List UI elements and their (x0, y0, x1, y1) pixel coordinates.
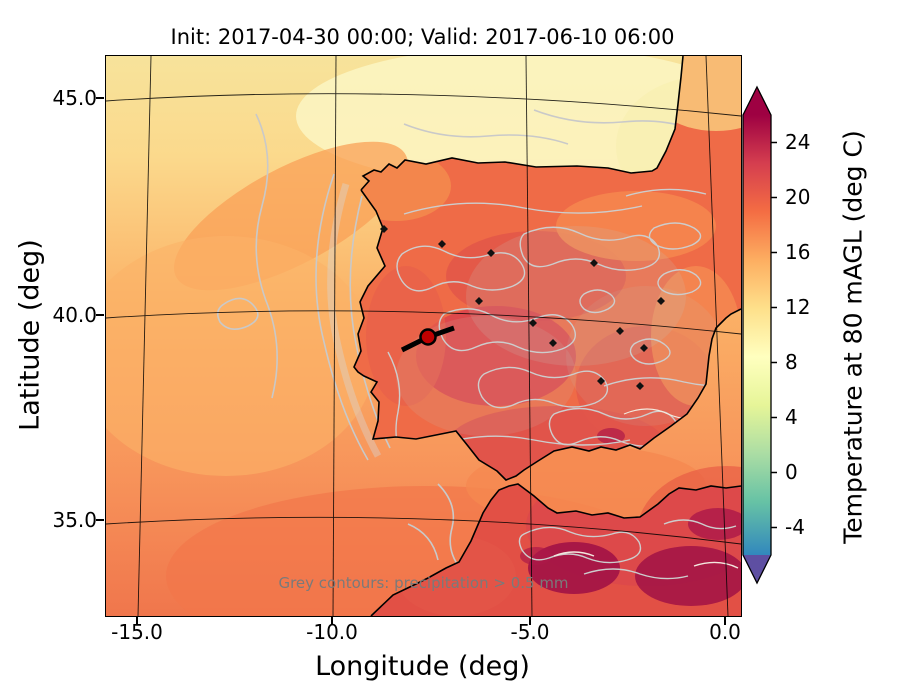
x-axis-tick-mark (136, 617, 138, 625)
station-markers (380, 225, 665, 390)
x-tick-label: 0.0 (709, 620, 741, 644)
precip-annotation: Grey contours: precipitation > 0.5 mm (278, 574, 569, 592)
colorbar-gradient-body (743, 115, 771, 555)
x-tick-label: -5.0 (510, 620, 550, 644)
y-axis-tick-mark (96, 314, 104, 316)
colorbar-tick-label: 12 (785, 295, 811, 319)
precip-contours-land (387, 188, 741, 465)
africa-precip-contours (518, 519, 739, 580)
colorbar-tick-label: 20 (785, 185, 811, 209)
x-tick-label: -10.0 (306, 620, 358, 644)
x-tick-label: -15.0 (111, 620, 163, 644)
y-axis-label: Latitude (deg) (14, 239, 46, 431)
colorbar-tick-marks (771, 141, 777, 529)
y-tick-label: 35.0 (52, 508, 97, 532)
colorbar-tick-label: 16 (785, 240, 811, 264)
graticule (106, 56, 741, 616)
map-canvas (106, 56, 741, 616)
x-axis-label: Longitude (deg) (315, 651, 530, 682)
plot-title: Init: 2017-04-30 00:00; Valid: 2017-06-1… (170, 25, 675, 49)
x-axis-tick-mark (724, 617, 726, 625)
colorbar-outline (742, 85, 772, 585)
colorbar-tick-label: 4 (785, 405, 798, 429)
y-axis-tick-mark (96, 519, 104, 521)
y-tick-label: 45.0 (52, 86, 97, 110)
colorbar-tick-label: -4 (785, 515, 805, 539)
coastlines (353, 56, 741, 616)
y-axis-tick-mark (96, 97, 104, 99)
map-plot-area: Grey contours: precipitation > 0.5 mm (105, 55, 742, 617)
colorbar-extend-arrow-top (743, 87, 771, 115)
colorbar (742, 85, 777, 585)
track-marker (400, 325, 455, 353)
x-axis-tick-mark (529, 617, 531, 625)
colorbar-tick-label: 8 (785, 350, 798, 374)
y-tick-label: 40.0 (52, 303, 97, 327)
x-axis-tick-mark (331, 617, 333, 625)
colorbar-tick-label: 24 (785, 130, 811, 154)
colorbar-label: Temperature at 80 mAGL (deg C) (838, 130, 868, 544)
colorbar-extend-arrow-bottom (743, 555, 771, 583)
colorbar-tick-label: 0 (785, 460, 798, 484)
